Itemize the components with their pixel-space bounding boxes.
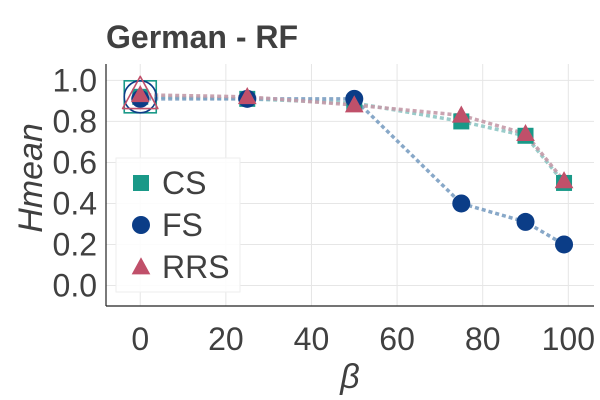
y-tick-label: 0.4 xyxy=(53,185,97,221)
data-point-rrs xyxy=(451,105,471,123)
data-point-rrs xyxy=(344,95,364,113)
y-axis-label: Hmean xyxy=(12,123,50,233)
y-tick-label: 1.0 xyxy=(53,62,97,98)
y-tick-labels: 0.0 0.2 0.4 0.6 0.8 1.0 xyxy=(53,62,97,303)
x-tick-label: 20 xyxy=(208,321,244,357)
reference-triangle xyxy=(121,75,159,110)
x-tick-label: 80 xyxy=(465,321,501,357)
x-axis-label: β xyxy=(339,358,359,396)
series-line-rrs xyxy=(140,93,566,183)
series-markers xyxy=(130,84,574,254)
y-tick-label: 0.8 xyxy=(53,103,97,139)
plot-frame xyxy=(105,64,594,307)
y-tick-label: 0.0 xyxy=(53,267,97,303)
x-tick-labels: 0 20 40 60 80 100 xyxy=(131,321,595,357)
chart-title: German - RF xyxy=(106,19,298,55)
y-tick-label: 0.6 xyxy=(53,144,97,180)
legend: CS FS RRS xyxy=(115,157,241,293)
x-tick-label: 0 xyxy=(131,321,149,357)
series-line-cs xyxy=(140,95,566,185)
data-point-rrs xyxy=(237,87,257,105)
data-point-rrs xyxy=(516,123,535,142)
x-tick-label: 40 xyxy=(294,321,330,357)
legend-label: CS xyxy=(162,165,206,201)
data-point-rrs xyxy=(554,171,574,189)
data-point-fs xyxy=(516,212,535,231)
x-tick-label: 100 xyxy=(542,321,595,357)
legend-label: RRS xyxy=(162,249,230,285)
data-point-fs xyxy=(555,235,574,254)
reference-markers xyxy=(121,75,159,114)
data-point-rrs xyxy=(130,84,150,103)
x-tick-label: 60 xyxy=(379,321,415,357)
legend-marker-rrs xyxy=(131,257,151,275)
y-tick-label: 0.2 xyxy=(53,226,97,262)
legend-label: FS xyxy=(162,207,203,243)
data-point-fs xyxy=(452,194,471,213)
reference-circle xyxy=(123,80,158,114)
legend-marker-fs xyxy=(132,216,150,234)
legend-marker-cs xyxy=(133,175,149,191)
